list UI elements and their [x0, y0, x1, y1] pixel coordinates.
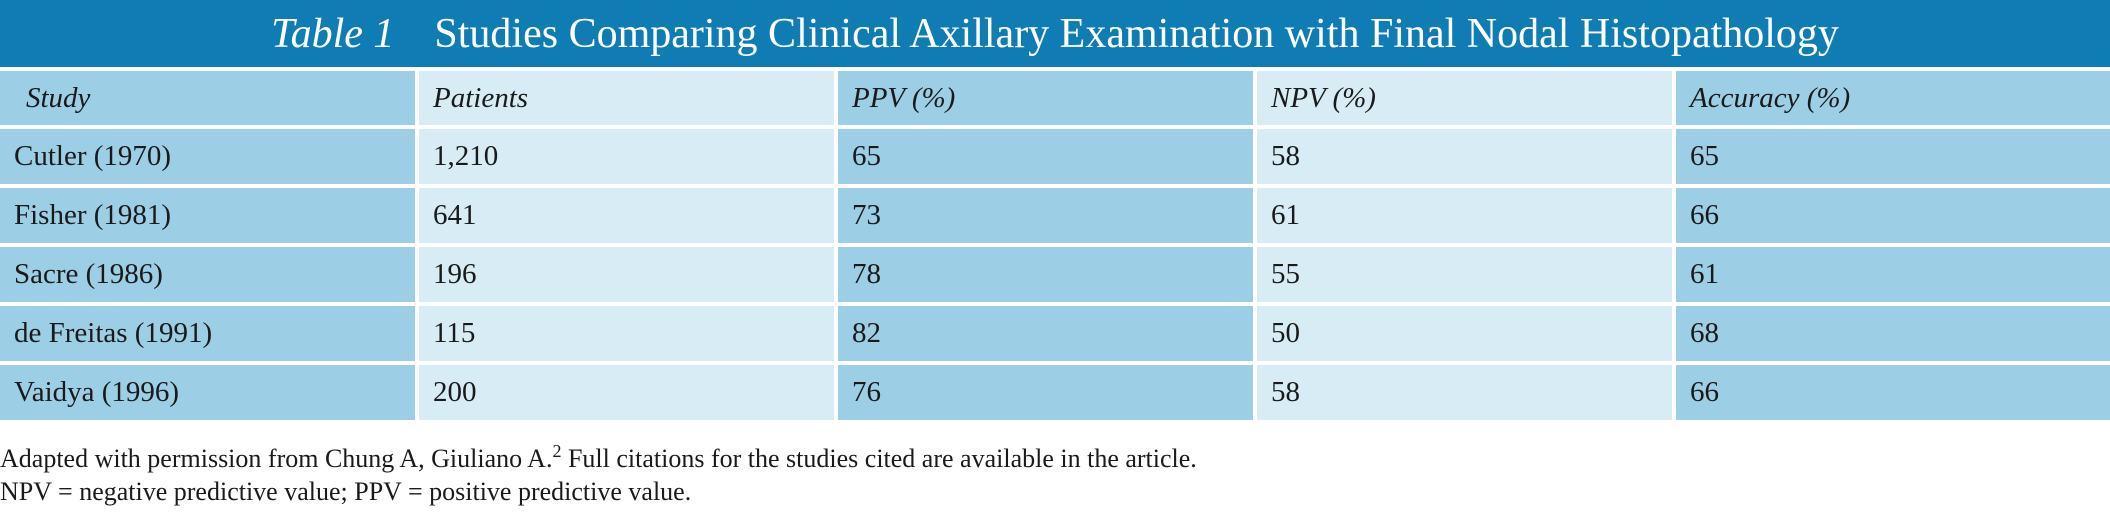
table-cell: 65 — [1676, 129, 2110, 184]
table-cell: 50 — [1257, 306, 1672, 361]
table-cell: 641 — [419, 188, 834, 243]
citation: 2 — [552, 441, 562, 461]
table-cell: Fisher (1981) — [0, 188, 415, 243]
header-cell: Accuracy (%) — [1676, 71, 2110, 125]
table-cell: 58 — [1257, 129, 1672, 184]
table-cell: Cutler (1970) — [0, 129, 415, 184]
table-cell: 76 — [838, 365, 1253, 420]
table-cell: 65 — [838, 129, 1253, 184]
header-cell: Study — [0, 71, 415, 125]
table-cell: 58 — [1257, 365, 1672, 420]
table-cell: 82 — [838, 306, 1253, 361]
table-cell: Vaidya (1996) — [0, 365, 415, 420]
table-cell: de Freitas (1991) — [0, 306, 415, 361]
table-cell: 61 — [1257, 188, 1672, 243]
table: Study Patients PPV (%) NPV (%) Accuracy (%) C… — [0, 71, 2110, 420]
header-cell: NPV (%) — [1257, 71, 1672, 125]
header-cell: PPV (%) — [838, 71, 1253, 125]
table-cell: 73 — [838, 188, 1253, 243]
title-text: Studies Comparing Clinical Axillary Exam… — [434, 10, 1839, 57]
table-cell: 66 — [1676, 365, 2110, 420]
footnote-text: Adapted with permission from Chung A, Gi… — [0, 444, 553, 473]
table-cell: 196 — [419, 247, 834, 302]
table-cell: 115 — [419, 306, 834, 361]
table-cell: 66 — [1676, 188, 2110, 243]
header-cell: Patients — [419, 71, 834, 125]
table-cell: 61 — [1676, 247, 2110, 302]
footnote-text: Full citations for the studies cited are… — [561, 444, 1197, 473]
table-cell: 68 — [1676, 306, 2110, 361]
footnotes: Adapted with permission from Chung A, Gi… — [0, 442, 2110, 508]
table-cell: 55 — [1257, 247, 1672, 302]
table-label: Table 1 — [271, 10, 395, 57]
table-cell: 1,210 — [419, 129, 834, 184]
table-title: Table 1 Studies Comparing Clinical Axill… — [0, 0, 2110, 67]
footnote: Adapted with permission from Chung A, Gi… — [0, 442, 2110, 475]
footnote: NPV = negative predictive value; PPV = p… — [0, 477, 692, 506]
table-cell: 78 — [838, 247, 1253, 302]
table-cell: 200 — [419, 365, 834, 420]
table-cell: Sacre (1986) — [0, 247, 415, 302]
